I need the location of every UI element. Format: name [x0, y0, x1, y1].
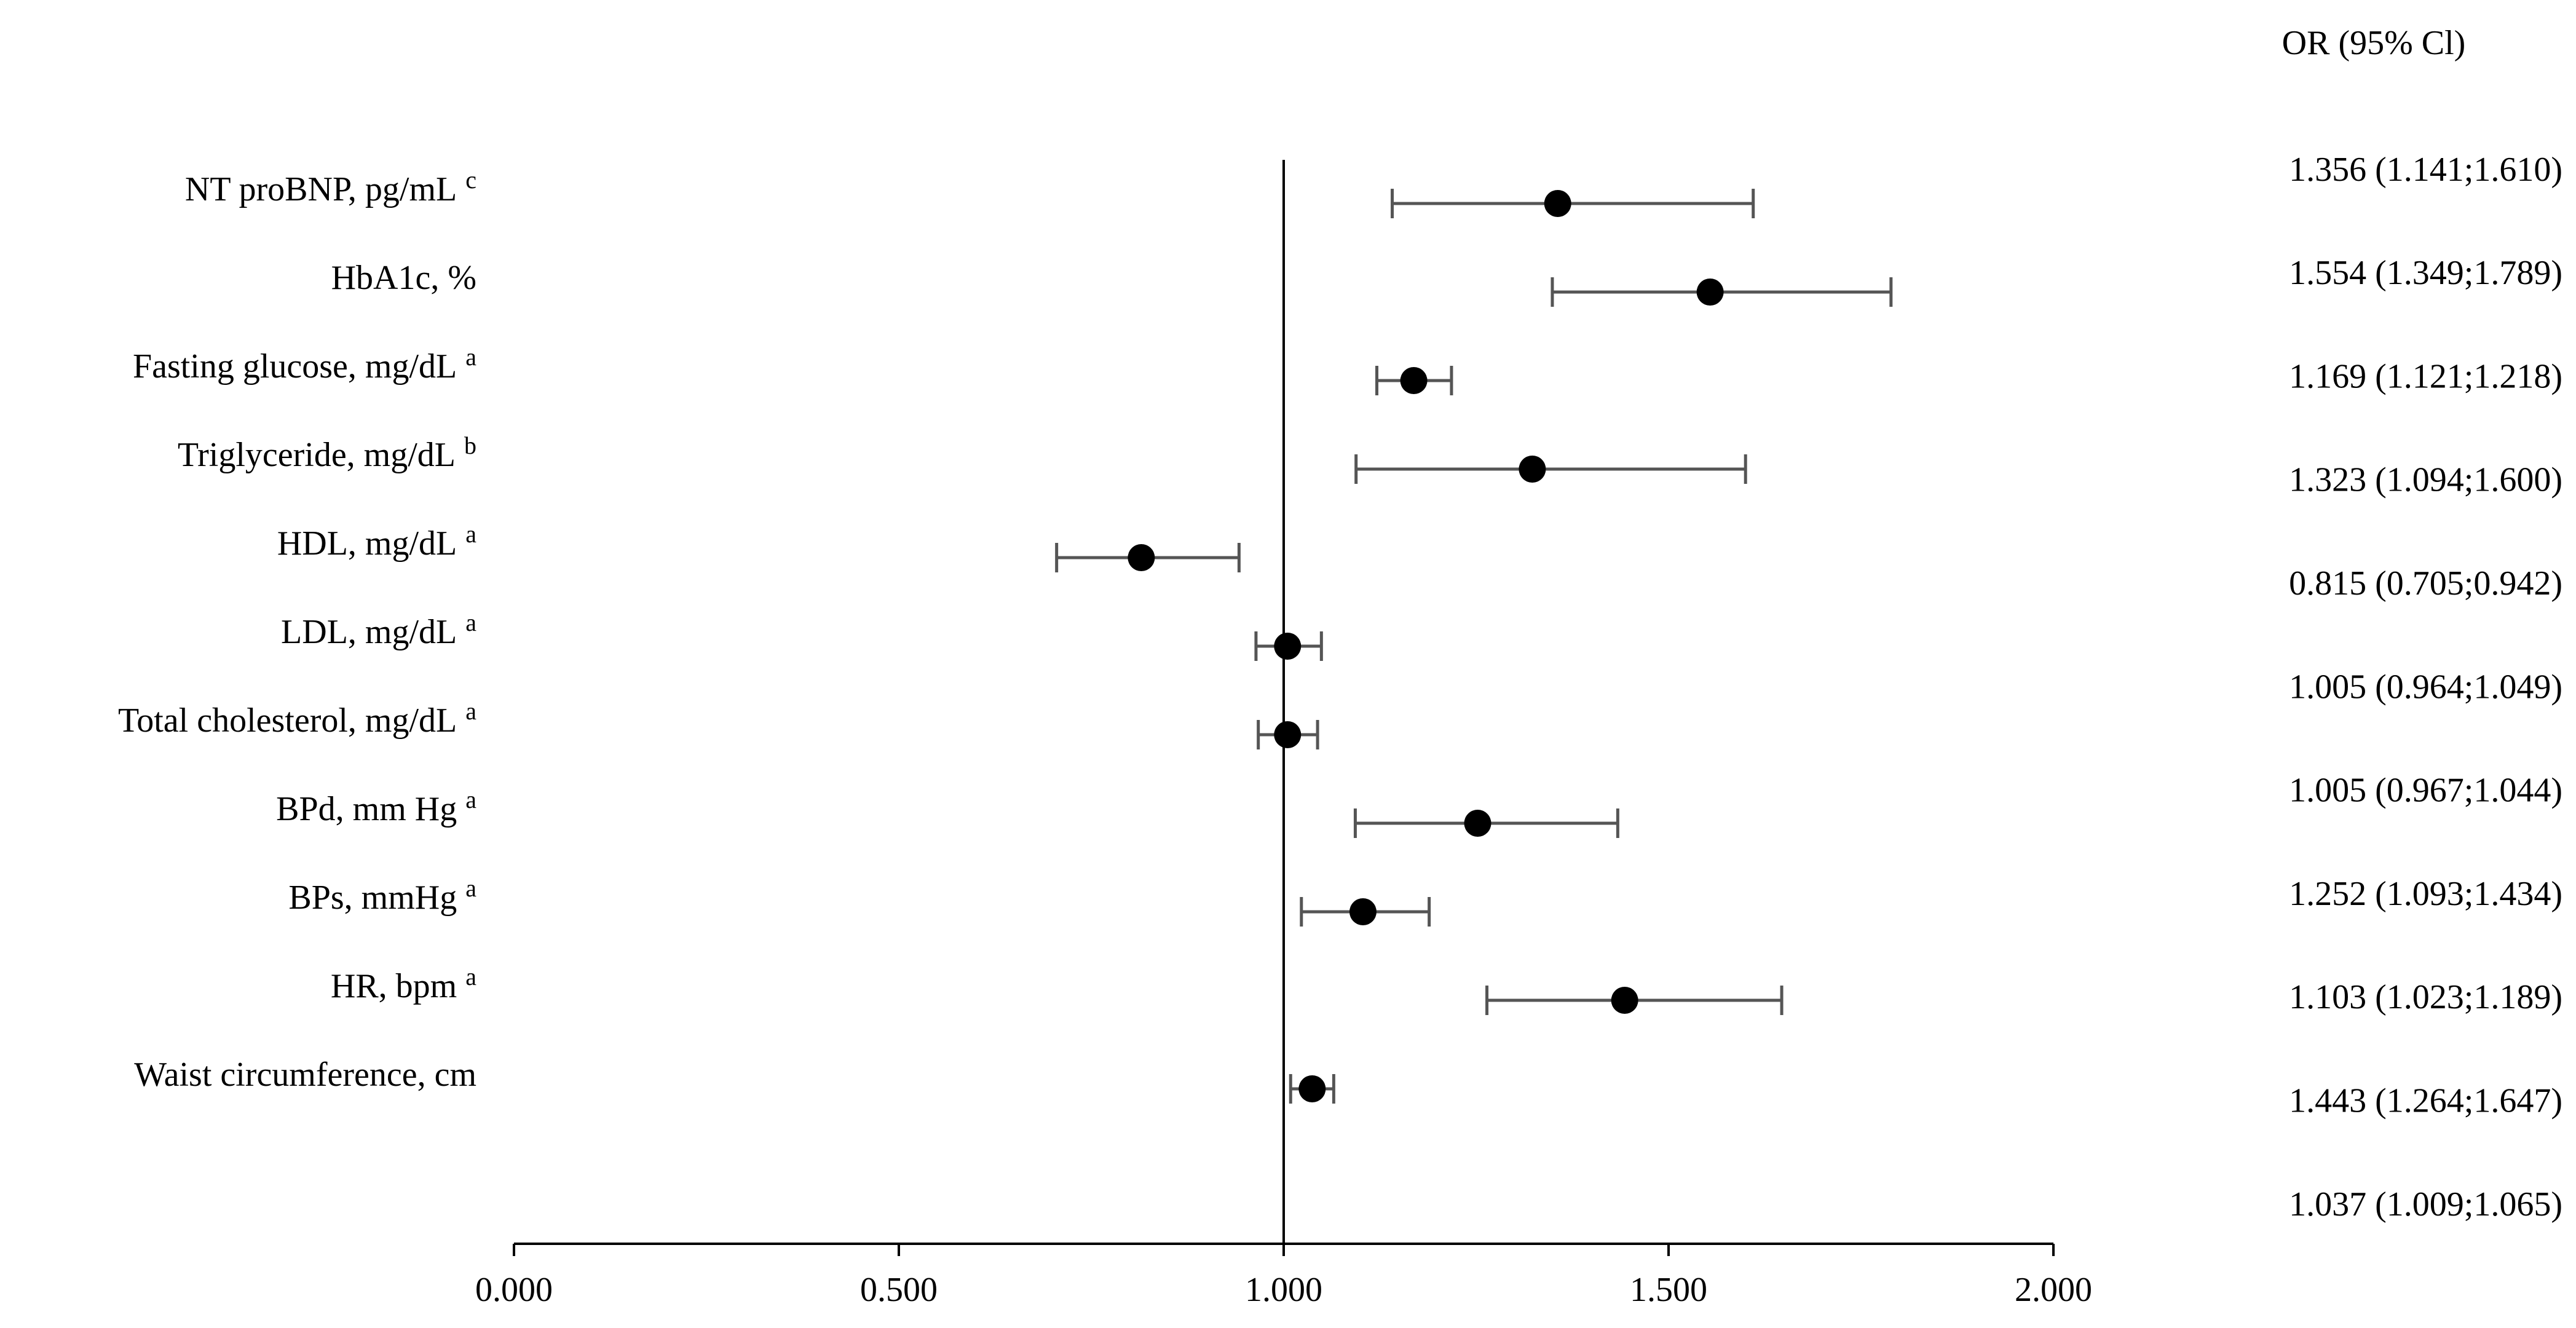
- superscript: c: [465, 166, 476, 194]
- category-label: BPd, mm Hg: [276, 790, 457, 828]
- or-label: 1.037 (1.009;1.065): [2289, 1185, 2562, 1223]
- superscript: a: [465, 520, 476, 548]
- row-label: BPd, mm Hg a: [276, 786, 476, 828]
- row-label: Triglyceride, mg/dL b: [178, 432, 476, 474]
- superscript: a: [465, 343, 476, 371]
- point: [1274, 721, 1302, 748]
- point: [1349, 898, 1377, 925]
- or-label: 1.443 (1.264;1.647): [2289, 1082, 2562, 1120]
- or-label: 1.252 (1.093;1.434): [2289, 875, 2562, 913]
- or-label: 1.554 (1.349;1.789): [2289, 254, 2562, 292]
- or-label: 1.323 (1.094;1.600): [2289, 461, 2562, 499]
- point: [1274, 633, 1302, 660]
- row-label: HR, bpm a: [331, 963, 476, 1005]
- point: [1128, 544, 1155, 571]
- category-label: HbA1c, %: [331, 259, 476, 297]
- or-label: 1.103 (1.023;1.189): [2289, 978, 2562, 1016]
- or-label: 1.169 (1.121;1.218): [2289, 357, 2562, 395]
- row-label: Waist circumference, cm: [134, 1056, 476, 1094]
- point: [1519, 456, 1546, 483]
- x-tick-label: 1.000: [1245, 1271, 1322, 1309]
- x-tick-label: 0.000: [475, 1271, 553, 1309]
- or-label: 0.815 (0.705;0.942): [2289, 564, 2562, 603]
- point: [1611, 987, 1638, 1014]
- category-label: Total cholesterol, mg/dL: [118, 702, 457, 740]
- category-label: Fasting glucose, mg/dL: [133, 347, 457, 385]
- or-label: 1.005 (0.964;1.049): [2289, 668, 2562, 706]
- row-label: LDL, mg/dL a: [281, 609, 476, 651]
- x-tick-label: 2.000: [2015, 1271, 2092, 1309]
- superscript: a: [465, 786, 476, 813]
- category-label: BPs, mmHg: [288, 879, 457, 917]
- row-label: Fasting glucose, mg/dL a: [133, 343, 476, 385]
- point: [1400, 367, 1428, 394]
- category-label: HR, bpm: [331, 967, 457, 1005]
- x-tick-label: 0.500: [860, 1271, 938, 1309]
- category-label: LDL, mg/dL: [281, 613, 457, 651]
- x-tick-label: 1.500: [1630, 1271, 1707, 1309]
- row-label: HbA1c, %: [331, 259, 476, 297]
- row-label: HDL, mg/dL a: [277, 520, 476, 563]
- category-label: Triglyceride, mg/dL: [178, 436, 456, 474]
- or-label: 1.356 (1.141;1.610): [2289, 151, 2562, 189]
- point: [1298, 1075, 1326, 1102]
- point: [1544, 190, 1571, 217]
- category-label: NT proBNP, pg/mL: [185, 170, 457, 208]
- or-label: 1.005 (0.967;1.044): [2289, 772, 2562, 810]
- row-label: NT proBNP, pg/mL c: [185, 166, 476, 208]
- row-label: BPs, mmHg a: [288, 874, 476, 917]
- superscript: a: [465, 697, 476, 725]
- row-label: Total cholesterol, mg/dL a: [118, 697, 476, 740]
- superscript: a: [465, 609, 476, 636]
- category-label: Waist circumference, cm: [134, 1056, 476, 1094]
- column-header: OR (95% Cl): [2282, 24, 2466, 62]
- point: [1696, 279, 1724, 306]
- point: [1464, 810, 1491, 837]
- superscript: b: [464, 432, 476, 459]
- superscript: a: [465, 963, 476, 990]
- superscript: a: [465, 874, 476, 902]
- category-label: HDL, mg/dL: [277, 524, 457, 563]
